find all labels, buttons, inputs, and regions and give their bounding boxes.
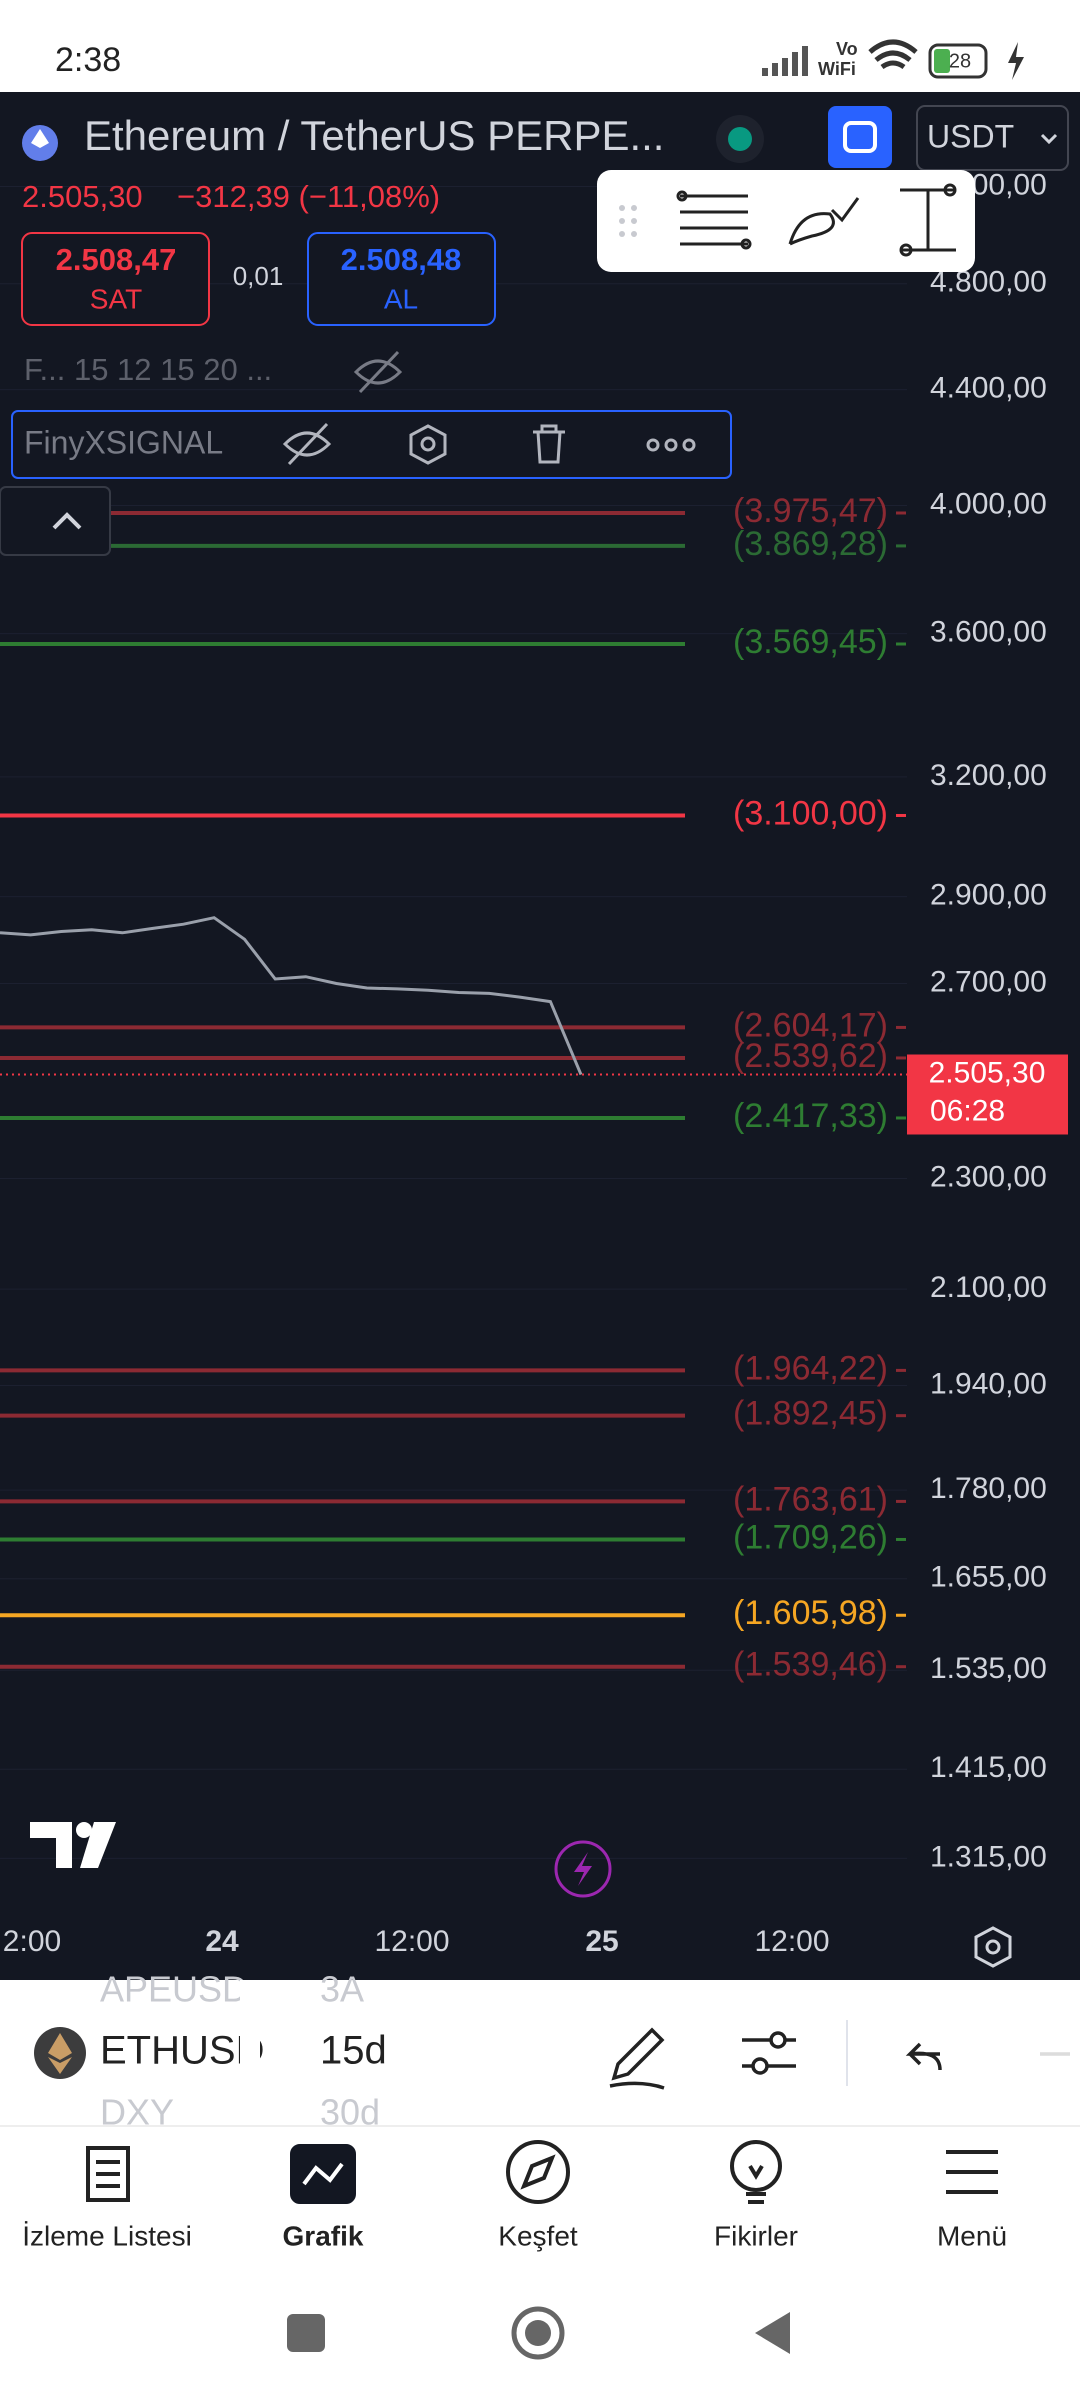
y-tick-label: 1.655,00 — [930, 1561, 1047, 1594]
currency-label: USDT — [927, 118, 1014, 154]
buy-label: AL — [384, 283, 418, 314]
x-tick-label: 24 — [205, 1925, 239, 1958]
x-tick-label: 2:00 — [3, 1925, 61, 1958]
system-back[interactable] — [755, 2312, 790, 2354]
x-tick-label: 25 — [585, 1925, 618, 1958]
y-tick-label: 1.780,00 — [930, 1472, 1047, 1505]
battery-level — [934, 49, 950, 73]
y-tick-label: 3.200,00 — [930, 759, 1047, 792]
battery-icon — [928, 43, 988, 79]
currency-button[interactable] — [916, 105, 1069, 171]
nav-label[interactable]: İzleme Listesi — [22, 2220, 192, 2251]
collapse-button[interactable] — [0, 486, 111, 556]
symbol-current[interactable]: ETHUSD — [100, 2029, 264, 2073]
indicator-actions[interactable] — [282, 422, 696, 466]
y-tick-label: 2.700,00 — [930, 965, 1047, 998]
level-label: (3.869,28) — [733, 525, 888, 563]
vowifi-icon: Vo — [836, 39, 858, 59]
sell-label: SAT — [90, 283, 142, 314]
level-label: (1.605,98) — [733, 1594, 888, 1632]
last-price-label: 2.505,30 — [929, 1056, 1046, 1089]
indicator-name: FinyXSIGNAL — [24, 424, 223, 460]
y-tick-label: 1.535,00 — [930, 1652, 1047, 1685]
system-home — [525, 2320, 551, 2346]
symbol-mask — [240, 1980, 260, 2125]
symbol-bar — [0, 1980, 1080, 2125]
y-tick-label: 2.100,00 — [930, 1271, 1047, 1304]
system-home[interactable] — [511, 2306, 565, 2360]
symbol-prev[interactable]: APEUSD — [100, 1969, 248, 2010]
hide-icon[interactable] — [353, 350, 403, 394]
x-tick-label: 12:00 — [754, 1925, 829, 1958]
level-label: (1.964,22) — [733, 1349, 888, 1387]
system-recents[interactable] — [287, 2314, 325, 2352]
sell-button[interactable] — [21, 232, 210, 326]
toolbar-tools[interactable] — [676, 183, 957, 257]
level-label: (2.604,17) — [733, 1006, 888, 1044]
level-label: (1.763,61) — [733, 1480, 888, 1518]
signal-icon — [762, 46, 808, 76]
price-line — [0, 916, 583, 1076]
vowifi-icon: WiFi — [818, 59, 856, 79]
y-tick-label: 3.600,00 — [930, 616, 1047, 649]
level-label: (3.569,45) — [733, 623, 888, 661]
replay-button[interactable] — [828, 106, 892, 168]
clock: 2:38 — [55, 41, 121, 79]
dropdown-icon — [1040, 133, 1058, 145]
alert-button[interactable] — [554, 1840, 612, 1898]
y-tick-label: 2.900,00 — [930, 879, 1047, 912]
eth-icon — [48, 2033, 72, 2074]
x-tick-label: 12:00 — [374, 1925, 449, 1958]
charging-icon — [1008, 42, 1024, 80]
bottom-nav — [0, 2125, 1080, 2400]
chart-layer: 5.200,004.800,004.400,004.000,003.600,00… — [0, 168, 1068, 1958]
drag-handle[interactable] — [619, 205, 637, 237]
alert-icon — [574, 1852, 592, 1886]
level-label: (1.539,46) — [733, 1646, 888, 1684]
wifi-icon — [868, 39, 918, 70]
eth-icon — [31, 129, 49, 148]
tradingview-logo — [30, 1822, 116, 1868]
price-change: −312,39 (−11,08%) — [177, 179, 440, 214]
chart-settings[interactable] — [974, 1926, 1012, 1968]
last-price-tag — [907, 1054, 1068, 1135]
replay-icon — [843, 121, 877, 153]
y-tick-label: 1.315,00 — [930, 1840, 1047, 1873]
buy-price: 2.508,48 — [341, 242, 462, 277]
level-label: (3.100,00) — [733, 794, 888, 832]
level-label: (3.975,47) — [733, 492, 888, 530]
status-bar — [0, 0, 1080, 92]
battery-text: 28 — [949, 50, 971, 72]
sell-price: 2.508,47 — [56, 242, 177, 277]
level-label: (2.539,62) — [733, 1037, 888, 1075]
collapse-icon — [52, 512, 82, 530]
countdown-label: 06:28 — [930, 1094, 1005, 1127]
spread: 0,01 — [233, 261, 284, 291]
nav-label[interactable]: Grafik — [283, 2220, 364, 2251]
y-tick-label: 1.940,00 — [930, 1367, 1047, 1400]
level-label: (1.892,45) — [733, 1395, 888, 1433]
last-price: 2.505,30 — [22, 179, 143, 214]
y-tick-label: 2.300,00 — [930, 1160, 1047, 1193]
nav-icons[interactable] — [86, 2140, 998, 2204]
symbol-title[interactable]: Ethereum / TetherUS PERPE... — [84, 112, 664, 159]
y-tick-label: 4.000,00 — [930, 487, 1047, 520]
interval-prev[interactable]: 3A — [320, 1969, 364, 2010]
nav-label[interactable]: Fikirler — [714, 2220, 798, 2251]
level-label: (2.417,33) — [733, 1097, 888, 1135]
market-status-dot — [728, 127, 752, 151]
buy-button[interactable] — [307, 232, 496, 326]
level-label: (1.709,26) — [733, 1518, 888, 1556]
chart-tools[interactable] — [609, 2027, 1070, 2090]
nav-label[interactable]: Keşfet — [498, 2220, 578, 2251]
y-tick-label: 4.400,00 — [930, 372, 1047, 405]
drawing-toolbar — [597, 170, 975, 272]
nav-label[interactable]: Menü — [937, 2220, 1007, 2251]
interval-current[interactable]: 15d — [320, 2029, 387, 2073]
collapsed-indicators[interactable]: F... 15 12 15 20 ... — [24, 352, 272, 387]
y-tick-label: 1.415,00 — [930, 1751, 1047, 1784]
